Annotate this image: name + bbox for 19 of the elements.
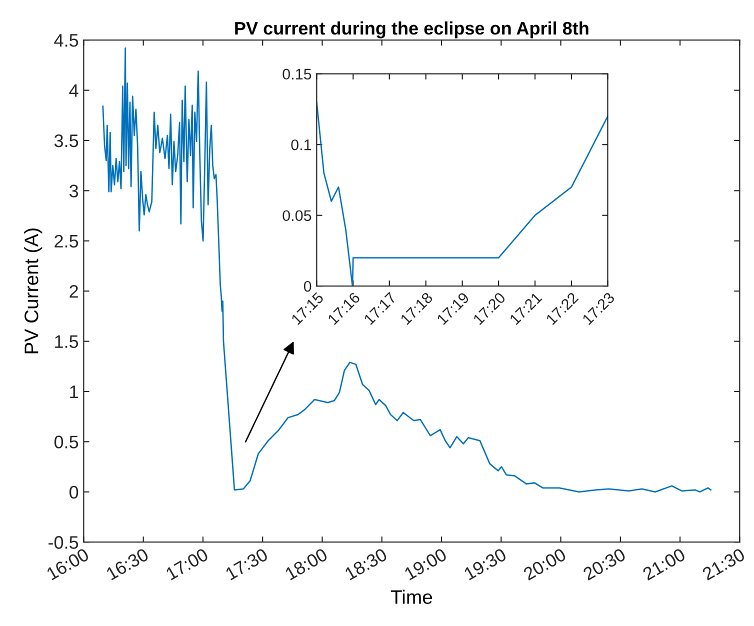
y-tick-label: 0.5 xyxy=(54,436,78,448)
y-tick-label: 3 xyxy=(69,184,78,198)
y-tick-label: 2.5 xyxy=(54,234,78,248)
y-tick-label: 1.5 xyxy=(55,335,78,348)
y-tick-label: -0.5 xyxy=(48,536,78,549)
chart-title: PV current during the eclipse on April 8th xyxy=(235,21,588,38)
y-tick-label: 3.5 xyxy=(54,134,78,148)
y-tick-label: 0 xyxy=(304,280,312,292)
line-series xyxy=(102,47,712,493)
y-tick-label: 0 xyxy=(70,486,78,499)
y-tick-label: 4.5 xyxy=(54,34,78,47)
y-tick-label: 0.1 xyxy=(291,139,312,150)
y-tick-label: 1 xyxy=(70,386,78,398)
y-axis-title: PV Current (A) xyxy=(24,228,42,354)
y-tick-label: 2 xyxy=(70,285,78,298)
y-tick-label: 0.05 xyxy=(282,210,312,222)
y-tick-label: 0.15 xyxy=(282,68,312,80)
y-tick-label: 4 xyxy=(69,84,78,97)
x-axis-title: Time xyxy=(390,590,432,604)
